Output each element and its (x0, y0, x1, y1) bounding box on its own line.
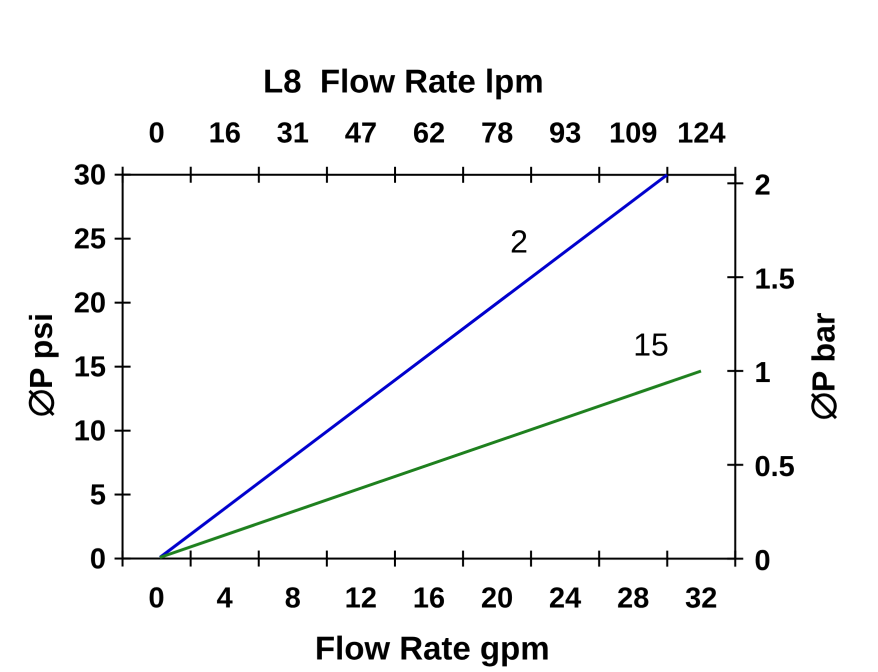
svg-text:78: 78 (481, 118, 513, 150)
svg-text:2: 2 (755, 170, 771, 202)
svg-text:30: 30 (74, 159, 106, 191)
svg-text:P bar: P bar (805, 313, 841, 392)
svg-text:28: 28 (617, 583, 649, 615)
svg-text:20: 20 (74, 287, 106, 319)
svg-text:L8 Flow Rate lpm: L8 Flow Rate lpm (263, 62, 544, 99)
svg-text:2: 2 (510, 223, 528, 259)
svg-text:0: 0 (149, 118, 165, 150)
svg-text:0: 0 (90, 543, 106, 575)
svg-text:109: 109 (609, 118, 657, 150)
svg-text:0: 0 (754, 545, 770, 577)
svg-text:16: 16 (209, 118, 241, 150)
svg-text:24: 24 (549, 583, 581, 615)
svg-text:15: 15 (633, 327, 669, 363)
svg-text:16: 16 (413, 582, 445, 614)
svg-text:P psi: P psi (23, 313, 59, 389)
svg-text:8: 8 (285, 582, 301, 614)
svg-text:1: 1 (754, 357, 770, 389)
svg-text:93: 93 (549, 118, 581, 150)
svg-text:0.5: 0.5 (754, 451, 794, 483)
svg-text:20: 20 (481, 583, 513, 615)
svg-text:Flow Rate gpm: Flow Rate gpm (315, 629, 550, 666)
svg-text:62: 62 (413, 118, 445, 150)
svg-text:32: 32 (685, 583, 717, 615)
svg-text:47: 47 (345, 118, 377, 150)
svg-text:5: 5 (90, 479, 106, 511)
svg-text:4: 4 (217, 582, 233, 614)
svg-text:15: 15 (74, 351, 106, 383)
svg-text:124: 124 (677, 118, 725, 150)
svg-text:31: 31 (277, 118, 309, 150)
svg-text:12: 12 (345, 582, 377, 614)
svg-text:25: 25 (74, 223, 106, 255)
svg-text:0: 0 (148, 582, 164, 614)
svg-text:10: 10 (74, 415, 106, 447)
svg-text:1.5: 1.5 (755, 263, 795, 295)
